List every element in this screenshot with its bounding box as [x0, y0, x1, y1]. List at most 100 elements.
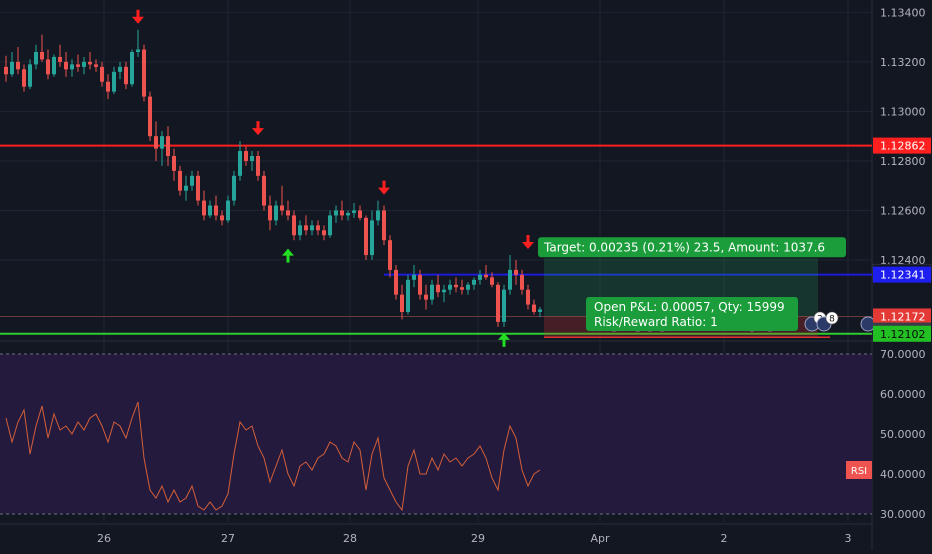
candle-body[interactable] — [406, 279, 410, 312]
candle-body[interactable] — [298, 225, 302, 236]
candle-body[interactable] — [280, 205, 284, 211]
candle-body[interactable] — [172, 156, 176, 171]
price-axis[interactable]: 1.13400 1.13200 1.13000 1.12800 1.12600 1.124… — [846, 0, 932, 550]
candle-body[interactable] — [388, 240, 392, 270]
candle-body[interactable] — [64, 61, 68, 70]
candle-body[interactable] — [112, 71, 116, 92]
candles[interactable] — [4, 29, 542, 327]
candle-body[interactable] — [202, 200, 206, 216]
candle-body[interactable] — [208, 205, 212, 216]
candle-body[interactable] — [40, 52, 44, 60]
candle-body[interactable] — [250, 156, 254, 161]
candle-body[interactable] — [286, 210, 290, 216]
candle-body[interactable] — [370, 220, 374, 256]
candle-body[interactable] — [346, 212, 350, 216]
candle-body[interactable] — [364, 217, 368, 256]
candle-body[interactable] — [178, 170, 182, 191]
candle-body[interactable] — [538, 309, 542, 312]
candle-body[interactable] — [16, 61, 20, 70]
candle-body[interactable] — [400, 294, 404, 312]
candle-body[interactable] — [190, 175, 194, 186]
candle-body[interactable] — [532, 304, 536, 312]
candle-body[interactable] — [448, 284, 452, 290]
candle-body[interactable] — [58, 56, 62, 62]
candle-body[interactable] — [28, 64, 32, 87]
candle-body[interactable] — [352, 210, 356, 213]
candle-body[interactable] — [106, 81, 110, 92]
candle-body[interactable] — [466, 284, 470, 290]
pnl-label-box[interactable] — [586, 297, 798, 331]
candle-body[interactable] — [130, 52, 134, 85]
candle-body[interactable] — [196, 175, 200, 201]
candle-body[interactable] — [430, 284, 434, 300]
candle-body[interactable] — [34, 52, 38, 65]
candle-body[interactable] — [322, 230, 326, 236]
candle-body[interactable] — [184, 185, 188, 191]
candle-body[interactable] — [376, 210, 380, 221]
candle-body[interactable] — [472, 279, 476, 285]
candle-body[interactable] — [244, 151, 248, 161]
candle-body[interactable] — [160, 136, 164, 149]
time-axis[interactable]: 26 27 28 29 Apr 2 3 — [97, 532, 852, 545]
candle-body[interactable] — [454, 284, 458, 288]
candle-body[interactable] — [310, 225, 314, 231]
candle-body[interactable] — [268, 205, 272, 221]
candle-body[interactable] — [88, 61, 92, 65]
candle-body[interactable] — [226, 200, 230, 221]
candle-body[interactable] — [304, 225, 308, 231]
candle-body[interactable] — [316, 225, 320, 231]
event-flag-icon-edge[interactable] — [860, 316, 876, 332]
candle-body[interactable] — [358, 210, 362, 218]
candle-body[interactable] — [496, 284, 500, 322]
candle-body[interactable] — [274, 205, 278, 221]
candle-body[interactable] — [142, 49, 146, 97]
candle-body[interactable] — [340, 210, 344, 216]
candle-body[interactable] — [394, 269, 398, 295]
rsi-badge[interactable] — [846, 461, 872, 479]
candle-body[interactable] — [10, 61, 14, 75]
candle-body[interactable] — [214, 205, 218, 216]
candle-body[interactable] — [166, 136, 170, 156]
candle-body[interactable] — [508, 269, 512, 290]
candle-body[interactable] — [238, 151, 242, 176]
candle-body[interactable] — [514, 269, 518, 275]
candle-body[interactable] — [124, 66, 128, 85]
candle-body[interactable] — [22, 69, 26, 87]
candle-body[interactable] — [4, 66, 8, 75]
candle-body[interactable] — [502, 289, 506, 322]
candle-body[interactable] — [526, 289, 530, 305]
candle-body[interactable] — [118, 66, 122, 72]
candle-body[interactable] — [76, 64, 80, 67]
candle-body[interactable] — [70, 64, 74, 70]
candle-body[interactable] — [220, 215, 224, 221]
candle-body[interactable] — [442, 289, 446, 293]
candle-body[interactable] — [46, 59, 50, 75]
candle-body[interactable] — [520, 274, 524, 290]
candle-body[interactable] — [424, 294, 428, 300]
candle-body[interactable] — [436, 284, 440, 293]
candle-body[interactable] — [52, 56, 56, 75]
candle-body[interactable] — [334, 210, 338, 216]
candle-body[interactable] — [100, 66, 104, 82]
candle-body[interactable] — [256, 156, 260, 176]
candle-body[interactable] — [484, 274, 488, 278]
candle-body[interactable] — [460, 287, 464, 290]
position-labels[interactable]: Target: 0.00235 (0.21%) 23.5, Amount: 10… — [538, 237, 846, 331]
candle-body[interactable] — [262, 175, 266, 206]
candle-body[interactable] — [382, 210, 386, 241]
candle-body[interactable] — [490, 277, 494, 285]
candle-body[interactable] — [94, 64, 98, 67]
candle-body[interactable] — [478, 274, 482, 280]
candle-body[interactable] — [82, 61, 86, 67]
target-label-box[interactable] — [538, 237, 846, 258]
candle-body[interactable] — [148, 96, 152, 137]
candle-body[interactable] — [328, 215, 332, 236]
candle-body[interactable] — [412, 274, 416, 280]
candle-body[interactable] — [232, 175, 236, 201]
candle-body[interactable] — [154, 136, 158, 149]
candle-body[interactable] — [292, 215, 296, 236]
candle-body[interactable] — [418, 274, 422, 295]
candle-body[interactable] — [136, 49, 140, 52]
